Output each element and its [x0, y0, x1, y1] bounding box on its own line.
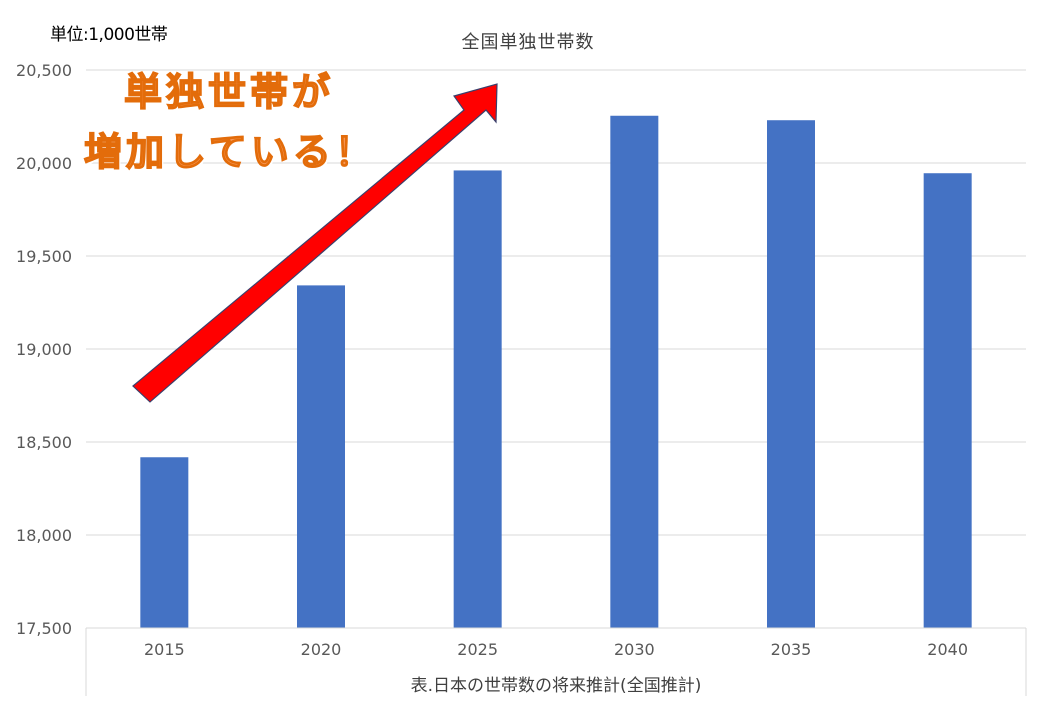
x-tick-label: 2030 — [614, 640, 655, 659]
gridlines — [86, 69, 1026, 536]
bar — [453, 170, 502, 628]
x-axis-ticks: 2015 2020 2025 2030 2035 2040 — [144, 640, 968, 659]
bar — [767, 120, 815, 628]
plot-frame — [85, 627, 1027, 696]
y-tick-label: 20,500 — [16, 61, 72, 80]
bar — [610, 115, 659, 629]
x-tick-label: 2020 — [301, 640, 342, 659]
arrow-shape — [132, 83, 498, 403]
y-tick-label: 20,000 — [16, 154, 72, 173]
bars — [140, 115, 972, 629]
y-tick-label: 19,000 — [16, 340, 72, 359]
x-tick-label: 2015 — [144, 640, 185, 659]
x-tick-label: 2035 — [771, 640, 812, 659]
y-axis-ticks: 17,500 18,000 18,500 19,000 19,500 20,000 20,5… — [16, 61, 72, 638]
y-tick-label: 19,500 — [16, 247, 72, 266]
trend-arrow — [132, 83, 498, 403]
bar — [140, 457, 189, 628]
y-tick-label: 17,500 — [16, 619, 72, 638]
bar — [923, 173, 972, 629]
bar — [297, 285, 345, 628]
chart-title: 全国単独世帯数 — [461, 32, 595, 53]
chart-caption: 表.日本の世帯数の将来推計(全国推計) — [410, 676, 702, 696]
x-tick-label: 2040 — [927, 640, 968, 659]
callout-line-1: 単独世帯が — [123, 69, 335, 115]
y-tick-label: 18,500 — [16, 433, 72, 452]
unit-label: 単位:1,000世帯 — [50, 25, 168, 45]
callout-line-2: 増加している！ — [83, 129, 377, 175]
trend-callout: 単独世帯が 増加している！ — [83, 62, 377, 182]
y-tick-label: 18,000 — [16, 526, 72, 545]
x-tick-label: 2025 — [457, 640, 498, 659]
